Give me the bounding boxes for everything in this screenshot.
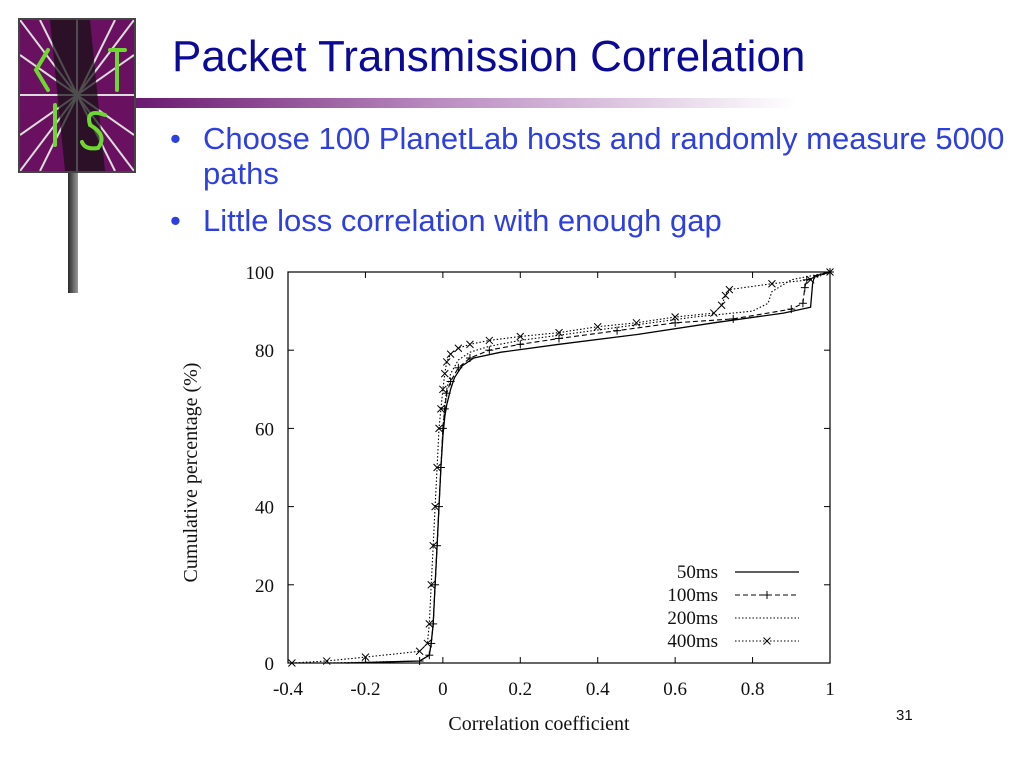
data-point-400ms <box>442 358 451 366</box>
series-line-200ms <box>326 271 831 664</box>
data-point-400ms <box>429 541 438 550</box>
data-point-400ms <box>725 285 734 294</box>
legend-label: 100ms <box>667 585 718 606</box>
x-tick-label: 1 <box>825 679 835 700</box>
x-tick-label: 0 <box>438 679 448 700</box>
x-tick-label: 0.4 <box>586 679 610 700</box>
x-tick-label: 0.6 <box>663 679 687 700</box>
data-point-400ms <box>710 309 718 317</box>
y-tick-label: 0 <box>265 654 275 675</box>
y-tick-label: 40 <box>255 498 274 519</box>
cdf-chart: -0.4 -0.2 0 0.2 0.4 0.6 0.8 1 0 20 40 60 80 100 Correl… <box>180 263 835 735</box>
data-point-400ms <box>721 291 730 300</box>
legend-label: 400ms <box>667 631 718 652</box>
y-axis-label: Cumulative percentage (%) <box>180 363 202 583</box>
data-point-400ms <box>288 659 296 667</box>
x-tick-label: 0.8 <box>741 679 765 700</box>
data-point-400ms <box>423 639 432 648</box>
y-tick-label: 80 <box>255 341 274 362</box>
x-tick-label: 0.2 <box>508 679 532 700</box>
slide-title: Packet Transmission Correlation <box>172 32 806 81</box>
data-point-400ms <box>431 502 439 511</box>
bullet-dot-icon: • <box>170 121 181 156</box>
data-point-400ms <box>768 279 776 288</box>
bullet-text: Choose 100 PlanetLab hosts and randomly … <box>203 121 1005 191</box>
data-point-400ms <box>361 653 370 661</box>
data-point-400ms <box>555 328 563 337</box>
plot-frame <box>287 271 831 664</box>
decorative-vertical-bar <box>68 173 78 293</box>
data-point-400ms <box>593 322 602 331</box>
bullet-item: • Little loss correlation with enough gap <box>168 203 1024 238</box>
page-number: 31 <box>896 707 913 724</box>
data-point-400ms <box>632 318 641 327</box>
data-point-400ms <box>440 369 449 378</box>
data-point-400ms <box>433 463 441 472</box>
y-tick-label: 100 <box>246 263 275 284</box>
legend-marker-400ms <box>763 637 771 645</box>
data-point-400ms <box>826 268 834 276</box>
bullet-list: • Choose 100 PlanetLab hosts and randomly… <box>168 121 1024 250</box>
data-point-400ms <box>446 350 455 358</box>
data-point-400ms <box>427 580 436 589</box>
data-point-400ms <box>806 275 815 284</box>
cmu-logo-icon <box>18 18 136 173</box>
legend-label: 200ms <box>667 608 718 629</box>
data-point-400ms <box>671 313 679 321</box>
data-point-400ms <box>425 620 434 628</box>
data-point-400ms <box>437 404 445 413</box>
bullet-dot-icon: • <box>170 203 181 238</box>
x-tick-label: -0.4 <box>273 679 304 700</box>
data-point-400ms <box>717 301 726 310</box>
data-point-400ms <box>516 332 525 341</box>
series-line-50ms <box>346 271 831 664</box>
data-point-400ms <box>322 657 331 665</box>
y-tick-label: 20 <box>255 576 274 597</box>
x-tick-label: -0.2 <box>350 679 380 700</box>
x-axis-label: Correlation coefficient <box>448 713 630 735</box>
data-point-400ms <box>439 385 447 394</box>
legend-label: 50ms <box>677 562 718 583</box>
data-point-400ms <box>454 344 463 353</box>
decorative-title-underline <box>136 98 796 108</box>
data-point-400ms <box>466 340 474 349</box>
data-point-400ms <box>435 424 443 433</box>
data-point-400ms <box>485 336 494 345</box>
data-point-400ms <box>415 647 424 656</box>
bullet-text: Little loss correlation with enough gap <box>203 203 722 238</box>
series-line-100ms <box>419 271 831 662</box>
y-tick-label: 60 <box>255 419 274 440</box>
bullet-item: • Choose 100 PlanetLab hosts and randomly… <box>168 121 1024 191</box>
